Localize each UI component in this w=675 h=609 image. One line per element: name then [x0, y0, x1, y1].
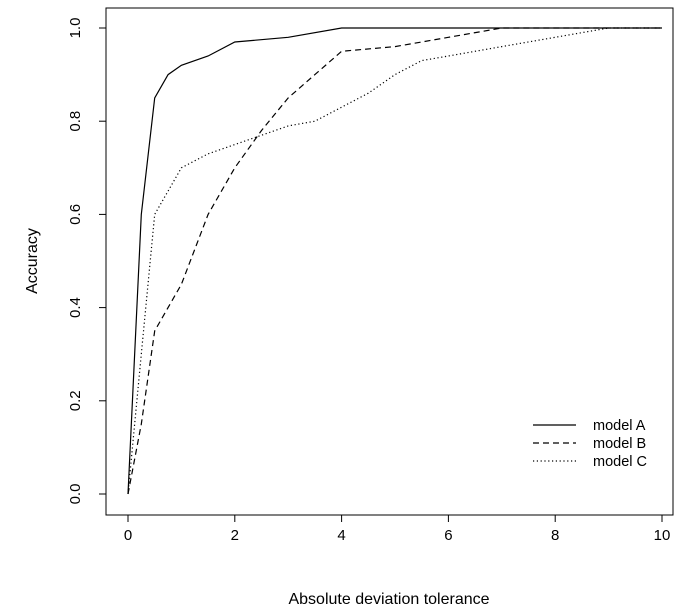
- plot-frame: [105, 7, 674, 516]
- series-line-model-b: [127, 27, 662, 495]
- y-tick-label: 0.2: [67, 390, 84, 411]
- x-axis-title: Absolute deviation tolerance: [288, 591, 489, 608]
- legend-label: model C: [593, 454, 647, 470]
- x-tick-label: 6: [444, 527, 452, 544]
- y-tick-label: 0.0: [67, 484, 84, 505]
- x-axis: 0 2 4 6 8 10: [124, 514, 671, 544]
- y-axis: 0.0 0.2 0.4 0.6 0.8 1.0: [67, 18, 107, 505]
- legend: model A model B model C: [533, 418, 647, 470]
- x-tick-label: 10: [654, 527, 671, 544]
- y-tick-label: 0.6: [67, 204, 84, 225]
- x-tick-label: 8: [551, 527, 559, 544]
- y-axis-title: Accuracy: [24, 228, 41, 294]
- y-tick-label: 0.8: [67, 111, 84, 132]
- legend-label: model B: [593, 436, 646, 452]
- series-line-model-a: [127, 27, 662, 495]
- series-line-model-c: [127, 27, 662, 495]
- y-tick-label: 1.0: [67, 18, 84, 39]
- x-tick-label: 0: [124, 527, 132, 544]
- legend-label: model A: [593, 418, 646, 434]
- x-tick-label: 2: [231, 527, 239, 544]
- y-tick-label: 0.4: [67, 297, 84, 318]
- series-layer: [127, 27, 662, 495]
- x-tick-label: 4: [337, 527, 345, 544]
